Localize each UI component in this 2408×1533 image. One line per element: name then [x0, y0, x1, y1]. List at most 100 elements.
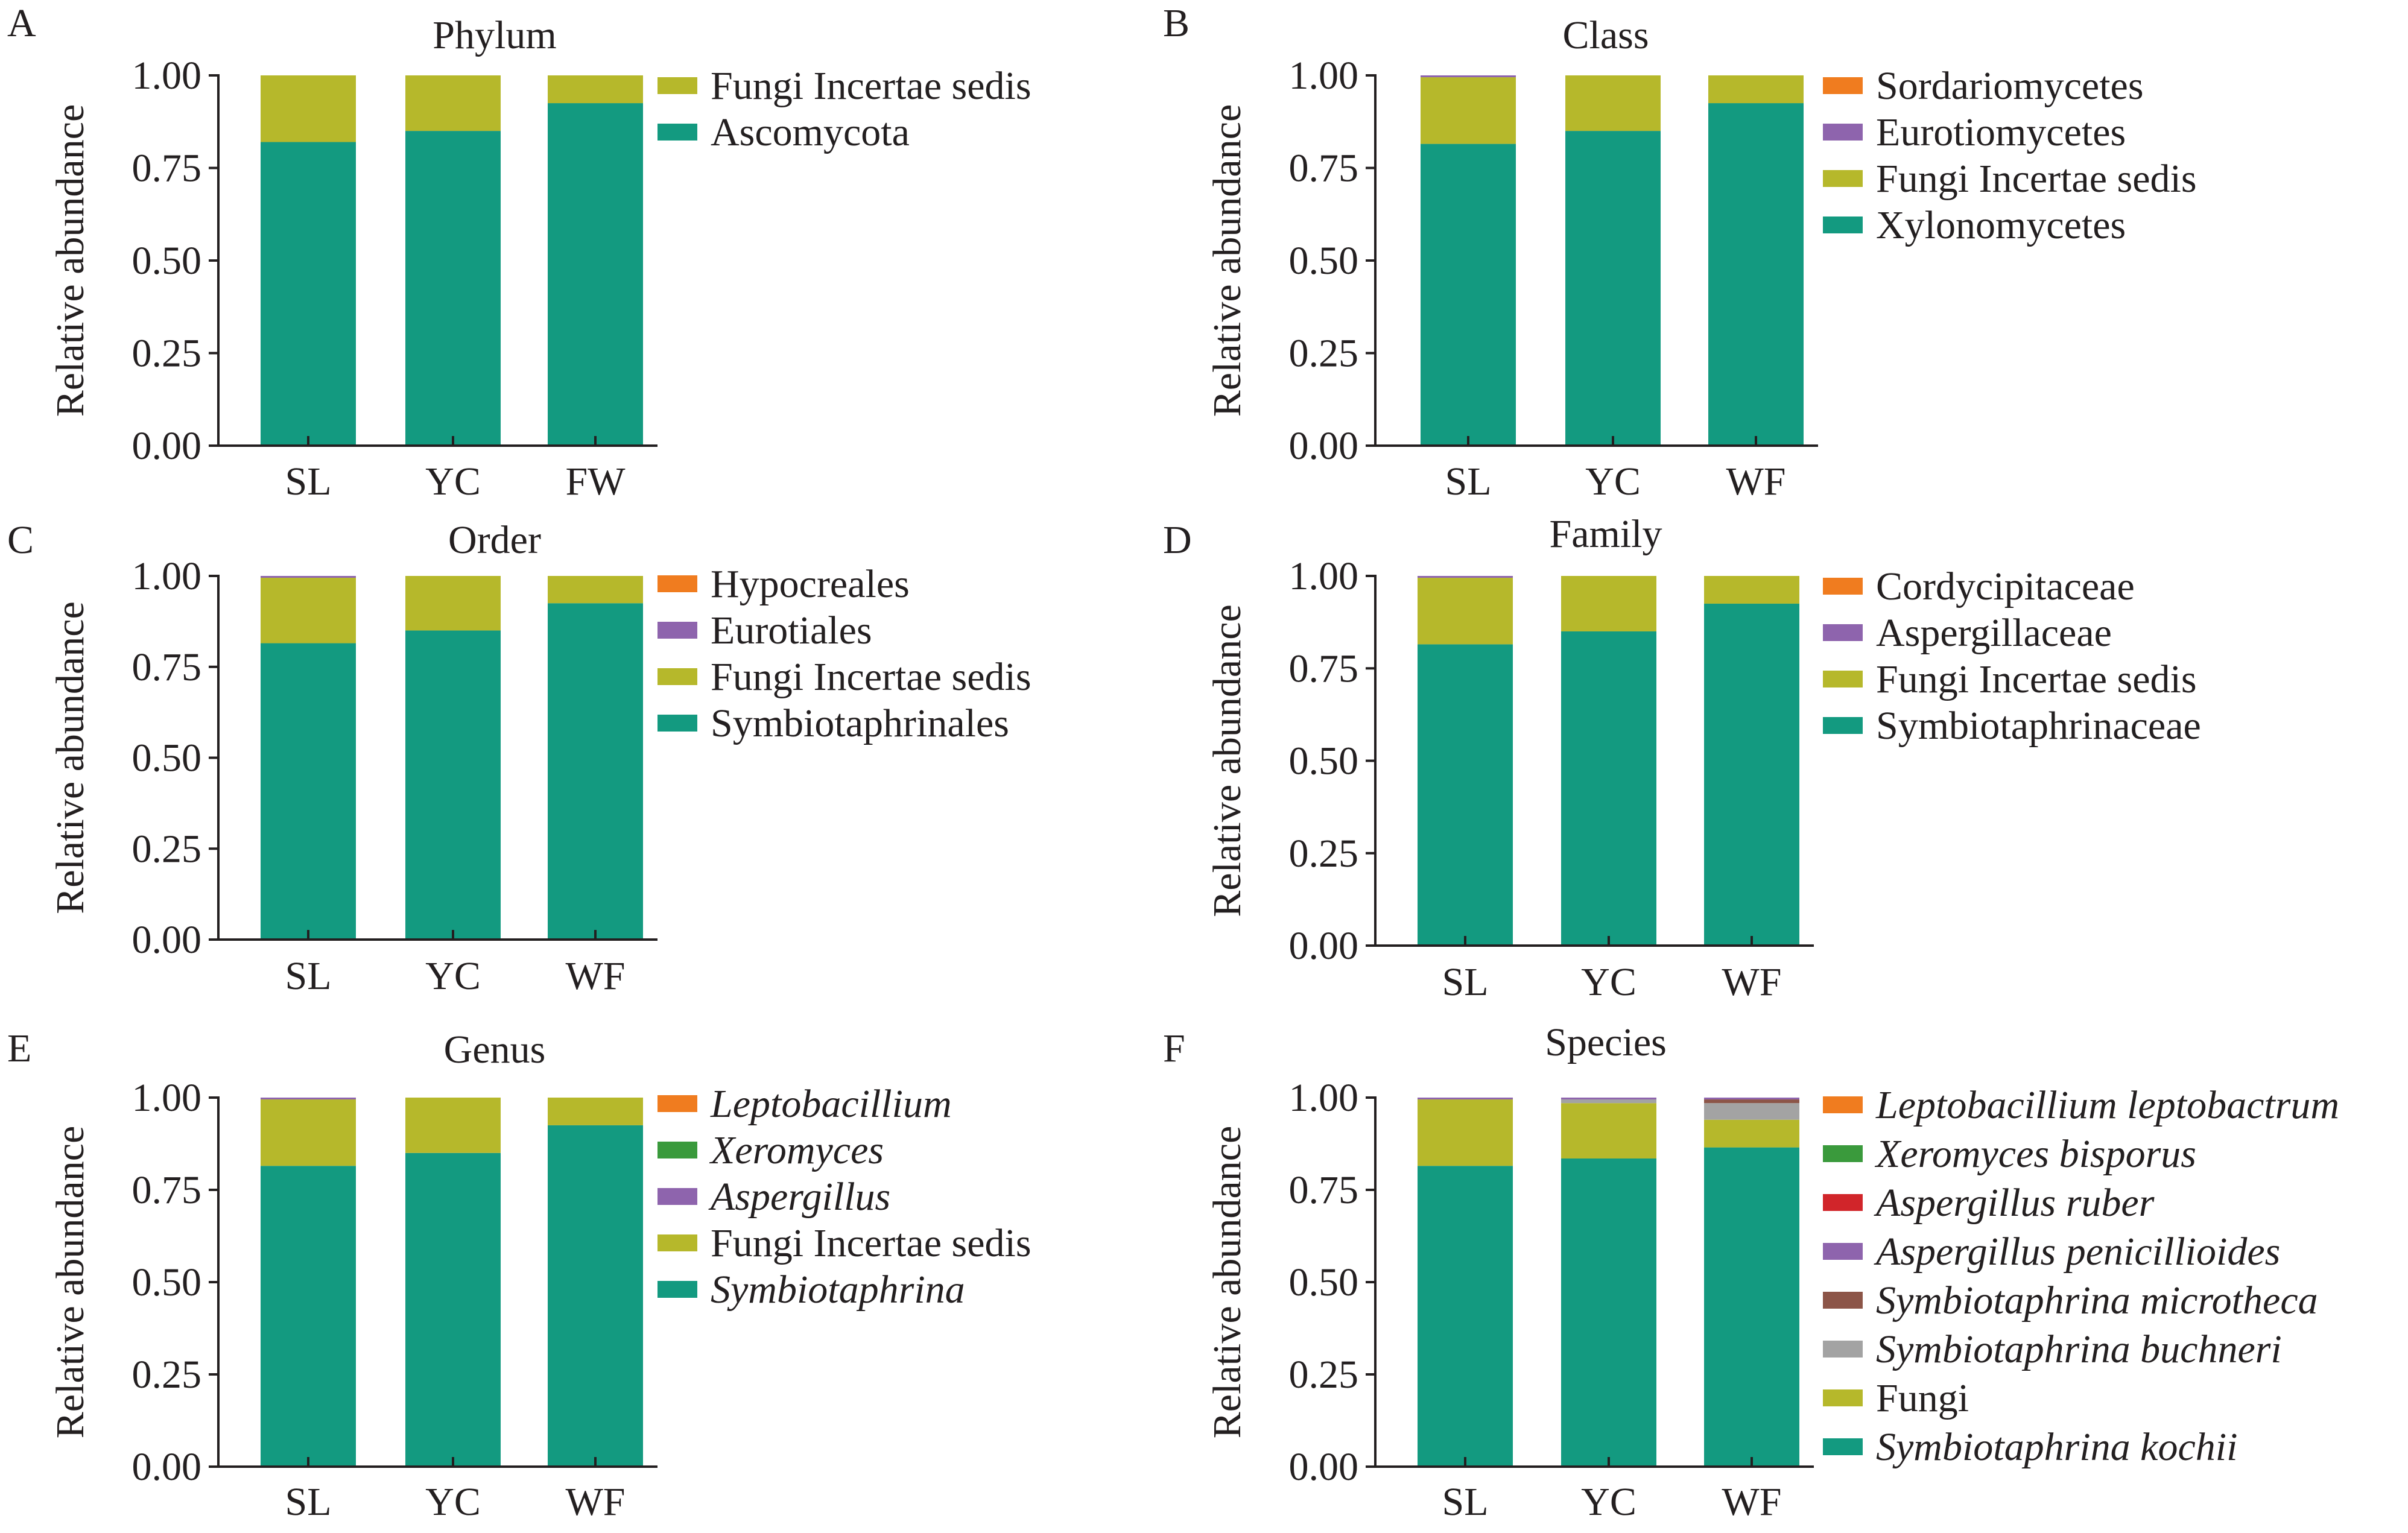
legend-label: Aspergillus penicillioides: [1874, 1230, 2280, 1274]
x-tick-label: WF: [1722, 960, 1782, 1004]
bar-segment: [1418, 578, 1513, 645]
x-tick-label: YC: [425, 1480, 481, 1524]
panel-letter: A: [7, 1, 36, 45]
chart-title: Genus: [444, 1028, 546, 1072]
y-tick-label: 0.50: [132, 1260, 202, 1304]
y-axis-label: Relative abundance: [1205, 604, 1249, 917]
y-tick-label: 0.25: [132, 1353, 202, 1397]
y-tick-label: 1.00: [132, 554, 202, 598]
bar-segment: [1421, 75, 1516, 78]
legend-label: Symbiotaphrina buchneri: [1876, 1327, 2282, 1371]
panel-B: B Class Relative abundance 0.00 0.25 0.50 0.75…: [1163, 1, 2197, 504]
bar-segment: [405, 1098, 501, 1153]
y-tick-label: 0.00: [1289, 424, 1359, 468]
y-axis-label: Relative abundance: [48, 104, 92, 417]
x-tick-label: SL: [1445, 460, 1491, 504]
legend-swatch: [657, 1234, 697, 1251]
bar-segment: [1704, 1147, 1799, 1467]
y-tick-label: 1.00: [1289, 1076, 1359, 1120]
x-tick-label: FW: [566, 460, 626, 504]
panel-letter: B: [1163, 1, 1190, 45]
legend-label: Xeromyces bisporus: [1874, 1132, 2196, 1176]
y-tick-label: 0.50: [1289, 239, 1359, 283]
y-tick-label: 0.00: [132, 424, 202, 468]
bar-segment: [1704, 1103, 1799, 1120]
legend-label: Eurotiomycetes: [1876, 110, 2126, 154]
bar-segment: [1418, 576, 1513, 578]
bar-segment: [405, 131, 501, 446]
legend-swatch: [1823, 624, 1863, 641]
legend-swatch: [1823, 578, 1863, 595]
legend-swatch: [1823, 170, 1863, 187]
bar-segment: [1704, 603, 1799, 946]
y-tick-label: 0.00: [132, 1445, 202, 1489]
x-tick-label: YC: [425, 954, 481, 998]
y-tick-label: 0.75: [1289, 1168, 1359, 1212]
legend-swatch: [1823, 717, 1863, 734]
x-tick-label: YC: [1585, 460, 1641, 504]
legend-swatch: [1823, 1341, 1863, 1358]
x-tick-label: YC: [425, 460, 481, 504]
y-tick-label: 1.00: [1289, 54, 1359, 98]
panel-D: D Family Relative abundance 0.00 0.25 0.50 0.7…: [1163, 512, 2201, 1004]
legend-swatch: [1823, 1438, 1863, 1455]
y-tick-label: 0.75: [132, 1168, 202, 1212]
legend-swatch: [657, 124, 697, 141]
x-tick-label: WF: [1726, 460, 1786, 504]
panel-letter: C: [7, 518, 34, 562]
bar-segment: [1704, 1098, 1799, 1100]
legend-label: Xylonomycetes: [1876, 203, 2126, 247]
bar-segment: [1418, 1099, 1513, 1166]
legend-swatch: [1823, 1145, 1863, 1162]
legend-label: Fungi Incertae sedis: [711, 64, 1031, 108]
legend-swatch: [657, 1281, 697, 1298]
bar-segment: [1421, 77, 1516, 144]
legend-label: Xeromyces: [709, 1128, 884, 1172]
x-tick-label: SL: [285, 460, 331, 504]
bar-segment: [548, 603, 643, 940]
bar-segment: [261, 578, 356, 643]
legend-label: Leptobacillium leptobactrum: [1875, 1083, 2339, 1127]
legend-swatch: [657, 575, 697, 592]
y-tick-label: 0.25: [1289, 1353, 1359, 1397]
bar-segment: [261, 142, 356, 446]
legend-label: Fungi Incertae sedis: [711, 1221, 1031, 1265]
panel-F: F Species Relative abundance 0.00 0.25 0.50 0.…: [1163, 1020, 2339, 1524]
legend-swatch: [657, 1142, 697, 1158]
y-tick-label: 1.00: [1289, 554, 1359, 598]
legend-swatch: [657, 715, 697, 732]
bar-segment: [1418, 1166, 1513, 1467]
panel-letter: D: [1163, 518, 1192, 562]
bar-segment: [261, 1099, 356, 1166]
legend-swatch: [1823, 1389, 1863, 1406]
bar-segment: [1708, 75, 1804, 104]
y-tick-label: 0.50: [132, 736, 202, 780]
legend-label: Symbiotaphrinales: [711, 701, 1009, 745]
legend-swatch: [1823, 671, 1863, 687]
legend-label: Symbiotaphrina microtheca: [1876, 1279, 2318, 1323]
bar-segment: [261, 643, 356, 940]
x-tick-label: WF: [566, 1480, 626, 1524]
bar-segment: [261, 75, 356, 142]
y-tick-label: 1.00: [132, 1076, 202, 1120]
bar-segment: [1561, 1158, 1656, 1467]
legend-label: Fungi Incertae sedis: [1876, 657, 2197, 701]
legend-swatch: [1823, 217, 1863, 233]
y-tick-label: 0.50: [132, 239, 202, 283]
chart-title: Order: [448, 518, 541, 562]
chart-title: Family: [1549, 512, 1662, 556]
bar-segment: [548, 1098, 643, 1125]
y-axis-label: Relative abundance: [48, 1126, 92, 1439]
legend-label: Eurotiales: [711, 608, 872, 653]
x-tick-label: SL: [285, 954, 331, 998]
bar-segment: [1708, 103, 1804, 446]
y-tick-label: 0.25: [132, 827, 202, 871]
bar-segment: [1421, 144, 1516, 446]
y-tick-label: 0.25: [1289, 332, 1359, 376]
y-tick-label: 0.25: [132, 332, 202, 376]
y-tick-label: 0.50: [1289, 739, 1359, 783]
chart-title: Class: [1562, 13, 1649, 57]
legend-label: Sordariomycetes: [1876, 64, 2144, 108]
legend-label: Fungi Incertae sedis: [1876, 157, 2197, 201]
